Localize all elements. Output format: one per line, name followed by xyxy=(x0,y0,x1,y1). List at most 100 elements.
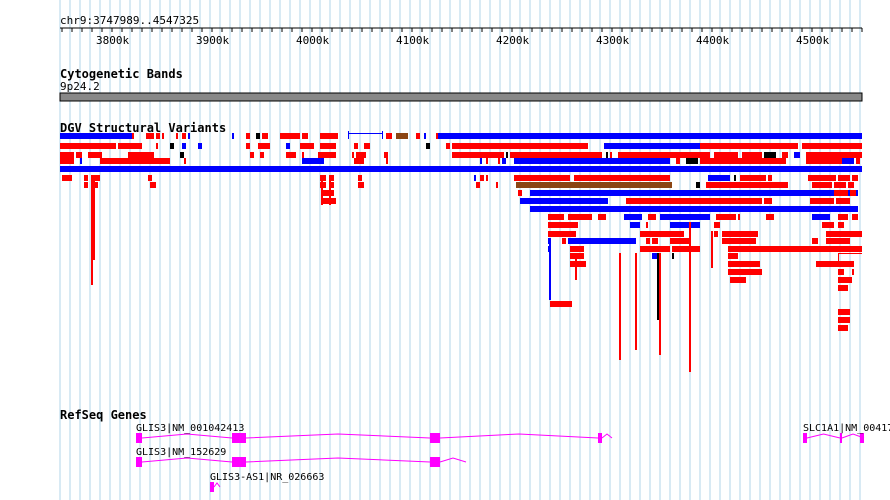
gene-glis3-a-exon[interactable] xyxy=(434,433,440,443)
gene-glis3-a-exon[interactable] xyxy=(236,433,246,443)
variant-loss[interactable] xyxy=(182,133,186,139)
variant-gain[interactable] xyxy=(182,143,186,149)
variant-loss[interactable] xyxy=(834,190,848,196)
variant-loss[interactable] xyxy=(518,190,522,196)
cytoband-bar[interactable] xyxy=(59,92,863,102)
gene-glis3-a-intron[interactable] xyxy=(439,433,599,439)
variant-loss[interactable] xyxy=(302,133,308,139)
variant-loss[interactable] xyxy=(318,152,336,158)
variant-loss[interactable] xyxy=(836,198,850,204)
variant-loss[interactable] xyxy=(812,238,818,244)
variant-loss[interactable] xyxy=(384,152,388,158)
variant-loss[interactable] xyxy=(156,143,158,149)
variant-loss[interactable] xyxy=(652,238,658,244)
gene-label[interactable]: GLIS3|NM_152629 xyxy=(136,447,227,458)
gene-glis3-b-exon[interactable] xyxy=(236,457,246,467)
variant-gain[interactable] xyxy=(520,198,608,204)
variant-gain[interactable] xyxy=(652,253,658,259)
variant-loss[interactable] xyxy=(838,309,850,315)
variant-loss[interactable] xyxy=(364,143,370,149)
variant-loss[interactable] xyxy=(132,133,134,139)
gene-glis3-a-exon[interactable] xyxy=(136,433,142,443)
variant-loss[interactable] xyxy=(550,301,572,307)
variant-loss[interactable] xyxy=(568,214,592,220)
variant-loss[interactable] xyxy=(76,152,82,158)
variant-loss[interactable] xyxy=(766,214,774,220)
variant-loss[interactable] xyxy=(60,152,74,158)
variant-gain[interactable] xyxy=(530,190,858,196)
variant-other[interactable] xyxy=(764,152,776,158)
variant-loss[interactable] xyxy=(548,214,564,220)
variant-loss[interactable] xyxy=(548,231,576,237)
variant-loss[interactable] xyxy=(728,261,760,267)
variant-other[interactable] xyxy=(170,143,174,149)
variant-loss[interactable] xyxy=(714,222,720,228)
variant-loss[interactable] xyxy=(838,214,848,220)
gene-label[interactable]: GLIS3-AS1|NR_026663 xyxy=(210,472,325,483)
variant-loss[interactable] xyxy=(838,285,848,291)
variant-loss[interactable] xyxy=(852,269,854,275)
variant-loss[interactable] xyxy=(700,158,786,164)
variant-loss[interactable] xyxy=(320,133,338,139)
gene-glis3-b-intron[interactable] xyxy=(439,457,467,463)
variant-gain[interactable] xyxy=(624,214,642,220)
variant-loss[interactable] xyxy=(848,182,854,188)
variant-gain[interactable] xyxy=(630,222,640,228)
variant-loss[interactable] xyxy=(94,182,98,188)
variant-loss[interactable] xyxy=(320,143,336,149)
variant-loss[interactable] xyxy=(84,175,88,181)
variant-gain[interactable] xyxy=(188,133,190,139)
variant-loss[interactable] xyxy=(386,158,388,164)
variant-loss[interactable] xyxy=(514,175,570,181)
variant-loss[interactable] xyxy=(808,175,836,181)
variant-loss[interactable] xyxy=(452,143,584,149)
variant-loss[interactable] xyxy=(100,158,170,164)
variant-loss[interactable] xyxy=(356,152,366,158)
variant-complex[interactable] xyxy=(516,182,672,188)
variant-gain[interactable] xyxy=(60,166,862,172)
variant-loss[interactable] xyxy=(852,231,862,237)
variant-gain[interactable] xyxy=(80,158,82,164)
variant-loss[interactable] xyxy=(150,133,154,139)
gene-label[interactable]: GLIS3|NM_001042413 xyxy=(136,423,245,434)
variant-loss[interactable] xyxy=(156,133,160,139)
variant-loss[interactable] xyxy=(358,182,364,188)
variant-loss[interactable] xyxy=(806,152,862,158)
variant-loss[interactable] xyxy=(676,158,680,164)
variant-other[interactable] xyxy=(506,152,508,158)
variant-loss[interactable] xyxy=(648,214,656,220)
gene-glis3-b-intron[interactable] xyxy=(141,457,233,463)
variant-loss[interactable] xyxy=(782,152,788,158)
gene-label[interactable]: SLC1A1|NM_00417 xyxy=(803,423,890,434)
gene-glis3-b-exon[interactable] xyxy=(232,457,236,467)
variant-other[interactable] xyxy=(180,152,184,158)
variant-loss[interactable] xyxy=(810,198,834,204)
gene-slc1a1-intron[interactable] xyxy=(806,433,841,439)
variant-loss[interactable] xyxy=(646,222,648,228)
variant-loss[interactable] xyxy=(128,152,154,158)
variant-loss[interactable] xyxy=(740,175,766,181)
variant-gain[interactable] xyxy=(286,143,290,149)
variant-gain[interactable] xyxy=(424,133,426,139)
variant-loss[interactable] xyxy=(838,325,848,331)
variant-loss[interactable] xyxy=(738,214,740,220)
variant-gain[interactable] xyxy=(842,158,854,164)
variant-loss[interactable] xyxy=(838,277,852,283)
gene-glis3-as1-exon[interactable] xyxy=(210,482,214,492)
variant-loss[interactable] xyxy=(358,175,362,181)
variant-loss[interactable] xyxy=(94,175,100,181)
variant-loss[interactable] xyxy=(62,175,72,181)
variant-gain[interactable] xyxy=(232,133,234,139)
variant-loss[interactable] xyxy=(246,133,250,139)
variant-loss[interactable] xyxy=(714,152,738,158)
gene-glis3-b-exon[interactable] xyxy=(430,457,434,467)
variant-loss[interactable] xyxy=(570,246,584,252)
variant-other[interactable] xyxy=(256,133,260,139)
variant-loss[interactable] xyxy=(352,152,354,158)
variant-gain[interactable] xyxy=(514,158,670,164)
gene-glis3-a-exon[interactable] xyxy=(232,433,236,443)
variant-loss[interactable] xyxy=(802,143,862,149)
variant-loss[interactable] xyxy=(640,246,670,252)
variant-loss[interactable] xyxy=(574,175,670,181)
